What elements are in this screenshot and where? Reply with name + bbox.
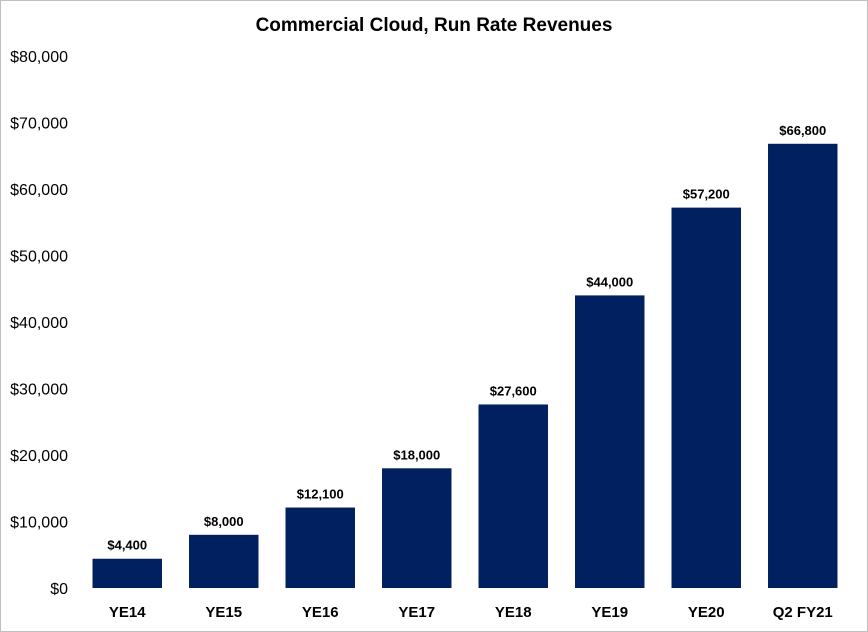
bar [575, 295, 645, 588]
x-tick-label: YE19 [591, 604, 628, 621]
data-label: $18,000 [393, 447, 440, 462]
data-label: $44,000 [586, 274, 633, 289]
bar [478, 404, 548, 588]
data-label: $57,200 [683, 187, 730, 202]
x-tick-label: Q2 FY21 [773, 604, 833, 621]
y-tick-label: $20,000 [10, 448, 68, 465]
data-label: $12,100 [297, 487, 344, 502]
y-tick-label: $10,000 [10, 515, 68, 532]
y-tick-label: $70,000 [10, 116, 68, 133]
y-tick-label: $30,000 [10, 382, 68, 399]
x-tick-label: YE17 [398, 604, 435, 621]
bar-series [92, 143, 838, 588]
bar [285, 507, 355, 588]
y-tick-label: $80,000 [10, 49, 68, 66]
chart-title: Commercial Cloud, Run Rate Revenues [255, 15, 613, 36]
y-tick-label: $50,000 [10, 249, 68, 266]
bar [768, 143, 838, 588]
x-tick-label: YE18 [495, 604, 532, 621]
x-tick-label: YE15 [205, 604, 242, 621]
data-label: $27,600 [490, 383, 537, 398]
y-tick-label: $0 [50, 581, 68, 598]
data-label: $8,000 [204, 514, 244, 529]
data-label: $66,800 [779, 123, 826, 138]
bar [92, 558, 162, 588]
y-axis: $0 $10,000 $20,000 $30,000 $40,000 $50,000 $60… [10, 49, 68, 598]
x-axis: YE14 YE15 YE16 YE17 YE18 YE19 YE20 Q2 FY21 [109, 604, 833, 621]
x-tick-label: YE14 [109, 604, 146, 621]
data-labels: $4,400 $8,000 $12,100 $18,000 $27,600 $44,000… [107, 123, 826, 553]
y-tick-label: $60,000 [10, 182, 68, 199]
data-label: $4,400 [107, 538, 147, 553]
bar [189, 534, 259, 588]
y-tick-label: $40,000 [10, 315, 68, 332]
bar [382, 468, 452, 588]
x-tick-label: YE16 [302, 604, 339, 621]
bar [671, 207, 741, 588]
x-tick-label: YE20 [688, 604, 725, 621]
